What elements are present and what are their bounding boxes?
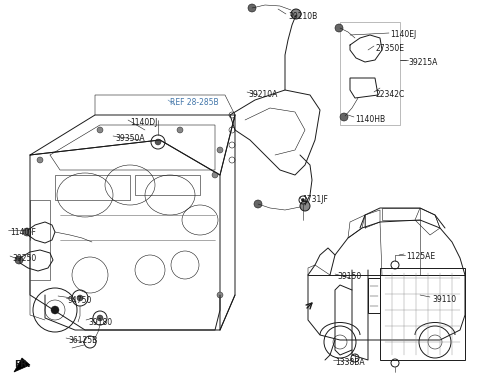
- Text: 1731JF: 1731JF: [302, 195, 328, 204]
- Circle shape: [248, 4, 256, 12]
- Circle shape: [291, 9, 301, 19]
- Text: 1338BA: 1338BA: [335, 358, 365, 367]
- Text: 36125B: 36125B: [68, 336, 97, 345]
- Circle shape: [212, 172, 218, 178]
- Text: 27350E: 27350E: [375, 44, 404, 53]
- Circle shape: [51, 306, 59, 314]
- Text: FR.: FR.: [14, 360, 31, 369]
- Text: REF 28-285B: REF 28-285B: [170, 98, 218, 107]
- Bar: [380, 268, 465, 360]
- Circle shape: [335, 24, 343, 32]
- Text: 1125AE: 1125AE: [406, 252, 435, 261]
- Text: 39250: 39250: [12, 254, 36, 263]
- Text: 39110: 39110: [432, 295, 456, 304]
- Text: 39210B: 39210B: [288, 12, 317, 21]
- Text: 1140JF: 1140JF: [10, 228, 36, 237]
- Circle shape: [177, 127, 183, 133]
- Circle shape: [301, 199, 304, 202]
- Text: 1140HB: 1140HB: [355, 115, 385, 124]
- Text: 39150: 39150: [337, 272, 361, 281]
- Text: 39215A: 39215A: [408, 58, 437, 67]
- Circle shape: [97, 127, 103, 133]
- Circle shape: [15, 256, 23, 264]
- Circle shape: [217, 147, 223, 153]
- Text: 94750: 94750: [68, 296, 92, 305]
- Text: 1140EJ: 1140EJ: [390, 30, 416, 39]
- Circle shape: [340, 113, 348, 121]
- Text: 39210A: 39210A: [248, 90, 277, 99]
- Circle shape: [23, 228, 31, 236]
- Bar: [340, 22, 400, 125]
- Circle shape: [300, 201, 310, 211]
- Circle shape: [37, 157, 43, 163]
- Circle shape: [155, 139, 161, 145]
- Circle shape: [97, 315, 103, 321]
- Text: 22342C: 22342C: [375, 90, 404, 99]
- Circle shape: [217, 292, 223, 298]
- Polygon shape: [14, 358, 30, 372]
- Circle shape: [254, 200, 262, 208]
- Text: 39350A: 39350A: [115, 134, 144, 143]
- Circle shape: [77, 295, 83, 301]
- Text: 1140DJ: 1140DJ: [130, 118, 157, 127]
- Text: 39180: 39180: [88, 318, 112, 327]
- Bar: [368, 278, 380, 313]
